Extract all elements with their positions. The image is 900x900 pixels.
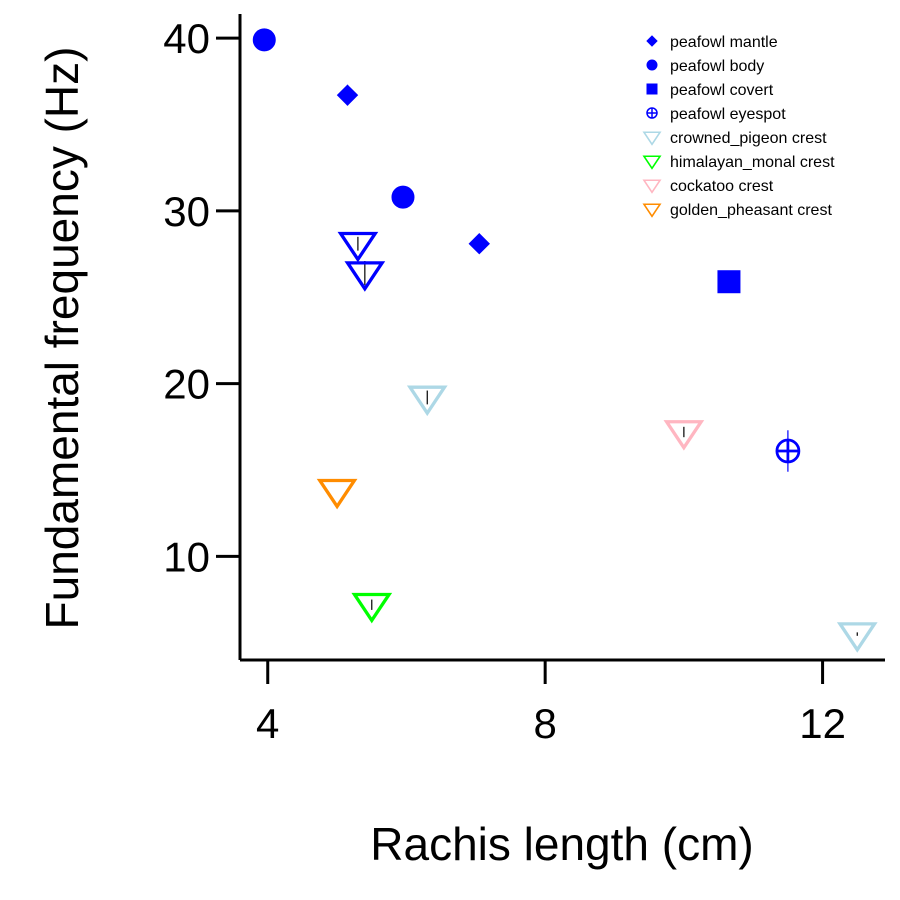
x-tick-label: 4 <box>256 700 279 747</box>
axis-ticks: 4 8 12 10 20 30 40 <box>163 15 846 747</box>
data-point <box>717 270 741 294</box>
y-tick-label: 20 <box>163 361 210 408</box>
legend: peafowl mantle peafowl body peafowl covert… <box>642 34 835 219</box>
data-point <box>336 84 359 106</box>
axes <box>238 14 885 662</box>
data-point <box>337 231 379 263</box>
data-point <box>351 592 393 624</box>
legend-item: cockatoo crest <box>642 178 774 195</box>
data-points <box>252 28 878 653</box>
legend-marker <box>642 131 662 146</box>
legend-label: peafowl mantle <box>670 34 778 51</box>
legend-label: peafowl covert <box>670 82 774 99</box>
y-tick-label: 10 <box>163 533 210 580</box>
data-point <box>344 261 386 292</box>
legend-item: peafowl eyespot <box>646 106 786 123</box>
legend-item: crowned_pigeon crest <box>642 130 827 147</box>
legend-label: peafowl eyespot <box>670 106 786 123</box>
x-tick-label: 8 <box>533 700 556 747</box>
legend-marker <box>646 107 658 119</box>
y-axis-label: Fundamental frequency (Hz) <box>36 47 88 630</box>
legend-marker <box>642 155 662 170</box>
data-point <box>391 185 415 209</box>
legend-label: crowned_pigeon crest <box>670 130 827 147</box>
legend-item: peafowl body <box>646 58 764 75</box>
legend-marker <box>642 203 662 218</box>
legend-marker <box>646 83 658 95</box>
data-point <box>252 28 276 52</box>
y-tick-label: 30 <box>163 188 210 235</box>
x-axis-label: Rachis length (cm) <box>370 818 753 870</box>
data-point <box>836 622 878 653</box>
legend-label: himalayan_monal crest <box>670 154 835 171</box>
legend-marker <box>646 59 658 71</box>
data-point <box>468 233 490 255</box>
legend-label: cockatoo crest <box>670 178 774 195</box>
y-tick-label: 40 <box>163 15 210 62</box>
legend-marker <box>642 179 662 194</box>
data-point <box>775 438 801 464</box>
legend-item: peafowl covert <box>646 82 774 99</box>
x-tick-label: 12 <box>799 700 846 747</box>
legend-item: golden_pheasant crest <box>642 202 832 219</box>
legend-label: peafowl body <box>670 58 764 75</box>
legend-item: peafowl mantle <box>646 34 778 51</box>
legend-marker <box>646 35 658 47</box>
data-point <box>406 385 448 417</box>
data-point <box>663 420 705 451</box>
data-point <box>316 478 358 510</box>
legend-item: himalayan_monal crest <box>642 154 835 171</box>
legend-label: golden_pheasant crest <box>670 202 832 219</box>
